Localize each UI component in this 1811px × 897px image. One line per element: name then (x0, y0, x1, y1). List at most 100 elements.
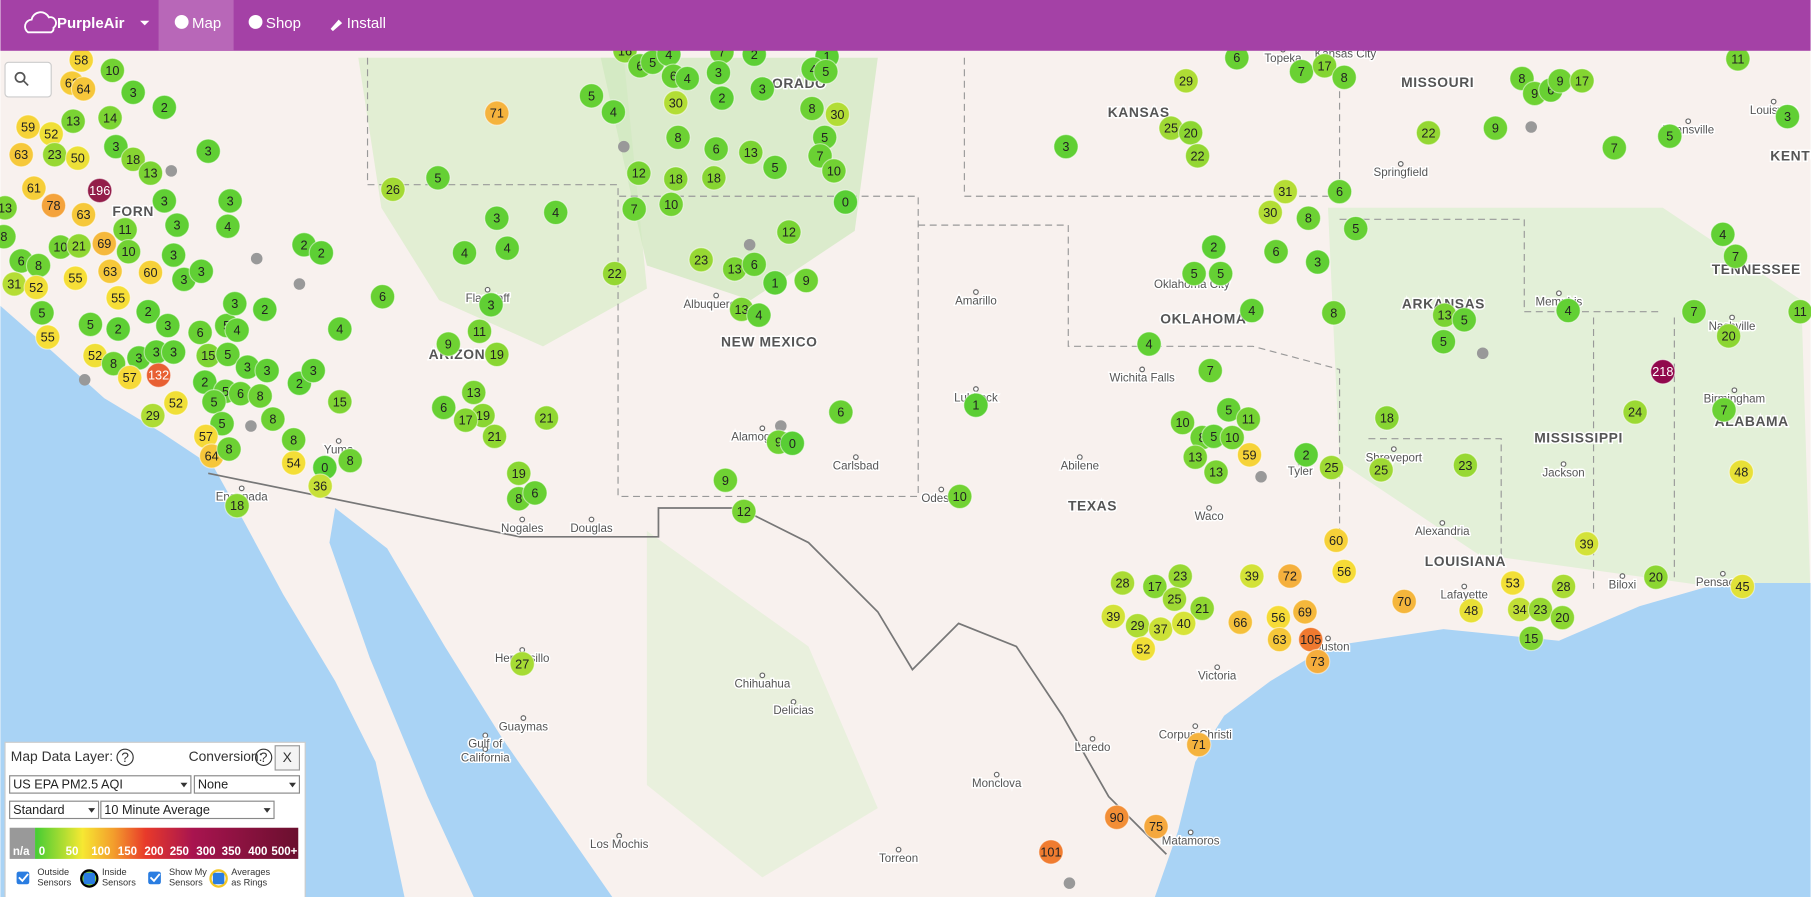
sensor[interactable]: 36 (307, 473, 333, 499)
sensor-dot[interactable] (65, 145, 91, 171)
sensor[interactable]: 0 (779, 430, 806, 457)
sensor[interactable]: 10 (821, 158, 847, 184)
sensor-dot[interactable] (160, 339, 187, 365)
sensor-value[interactable]: 4 (1565, 304, 1572, 318)
sensor-value[interactable]: 52 (169, 396, 183, 410)
sensor-value[interactable]: 19 (512, 467, 526, 481)
sensor-dot[interactable] (1430, 329, 1457, 355)
sensor[interactable]: 12 (776, 219, 802, 245)
sensor[interactable]: 22 (601, 260, 628, 287)
sensor-dot[interactable] (163, 390, 189, 416)
sensor[interactable]: 3 (1053, 133, 1079, 160)
checkbox[interactable] (16, 871, 30, 885)
sensor-value[interactable]: 4 (1719, 228, 1726, 242)
sensor-dot[interactable] (1729, 573, 1756, 600)
sensor[interactable]: 10 (47, 234, 74, 260)
sensor[interactable]: 14 (97, 105, 123, 131)
sensor-dot[interactable] (120, 146, 146, 173)
sensor-value[interactable]: 39 (1580, 537, 1594, 551)
sensor[interactable]: 31 (1, 271, 27, 297)
sensor-dot[interactable] (1235, 406, 1262, 432)
sensor[interactable]: 9 (793, 267, 819, 294)
sensor[interactable]: 72 (1277, 563, 1303, 589)
sensor-dot[interactable] (1184, 143, 1211, 169)
sensor[interactable]: 3 (254, 357, 280, 384)
sensor[interactable]: 7 (1681, 298, 1707, 325)
sensor-value[interactable]: 7 (631, 202, 638, 216)
sensor[interactable]: 4 (1136, 331, 1162, 357)
sensor[interactable]: 75 (1143, 813, 1169, 840)
sensor[interactable]: 10 (99, 57, 126, 84)
sensor[interactable]: 22 (1415, 120, 1442, 146)
sensor-value[interactable]: 3 (1062, 140, 1069, 154)
sensor-value[interactable]: 7 (1720, 403, 1727, 417)
sensor-value[interactable]: 22 (1421, 126, 1435, 140)
sensor-value[interactable]: 5 (210, 395, 217, 409)
sensor-value[interactable]: 73 (1311, 655, 1325, 669)
sensor-dot[interactable] (824, 101, 851, 127)
sensor-dot[interactable] (1573, 531, 1600, 557)
sensor-value[interactable]: 9 (775, 436, 782, 450)
sensor-dot[interactable] (674, 65, 701, 92)
sensor-value[interactable]: 7 (817, 149, 824, 163)
sensor[interactable]: 58 (68, 47, 94, 73)
sensor[interactable]: 2 (151, 94, 178, 121)
sensor-dot[interactable] (224, 317, 250, 343)
sensor-dot[interactable] (1053, 133, 1079, 160)
sensor-value[interactable]: 2 (115, 323, 122, 337)
sensor[interactable]: 40 (1171, 610, 1197, 637)
sensor-value[interactable]: 59 (1242, 448, 1256, 462)
sensor[interactable]: 28 (1550, 573, 1577, 600)
sensor[interactable]: 3 (1304, 249, 1331, 275)
sensor[interactable]: 64 (70, 76, 97, 102)
sensor-value[interactable]: 8 (257, 389, 264, 403)
sensor-value[interactable]: 71 (490, 107, 504, 121)
sensor-dot[interactable] (1177, 120, 1204, 146)
sensor-value[interactable]: 20 (1649, 571, 1663, 585)
sensor-dot[interactable] (1374, 405, 1400, 431)
sensor-dot[interactable] (1318, 454, 1345, 481)
sensor-value[interactable]: 7 (1690, 305, 1697, 319)
sensor[interactable]: 5 (1207, 260, 1234, 287)
sensor[interactable]: 7 (621, 196, 647, 222)
sensor-dot[interactable] (0, 223, 17, 250)
sensor[interactable]: 2 (1293, 442, 1319, 468)
sensor[interactable]: 6 (431, 394, 457, 421)
sensor-value[interactable]: 3 (180, 273, 187, 287)
sensor[interactable]: 63 (97, 258, 123, 284)
sensor[interactable]: 23 (1452, 452, 1479, 478)
sensor-value[interactable]: 5 (434, 171, 441, 185)
sensor[interactable]: 8 (247, 383, 273, 409)
sensor-dot[interactable] (481, 423, 508, 450)
sensor-dot[interactable] (1277, 563, 1303, 589)
sensor-value[interactable]: 12 (737, 505, 751, 519)
sensor-dot[interactable] (779, 430, 806, 457)
sensor[interactable]: 7 (1288, 58, 1315, 85)
sensor[interactable]: 17 (1569, 68, 1595, 94)
sensor-value[interactable]: 5 (1352, 222, 1359, 236)
sensor-dot[interactable] (1518, 625, 1544, 652)
sensor[interactable]: 59 (1236, 442, 1263, 468)
close-button[interactable] (274, 745, 300, 771)
sensor-dot[interactable] (1391, 588, 1417, 615)
sensor-dot[interactable] (99, 57, 126, 84)
sensor-value[interactable]: 18 (669, 172, 683, 186)
sensor-dot[interactable] (195, 138, 221, 164)
sensor-dot[interactable] (435, 331, 462, 357)
sensor-dot[interactable] (1201, 234, 1227, 260)
sensor-dot[interactable] (8, 141, 34, 168)
sensor[interactable]: 71 (1186, 731, 1212, 758)
sensor-value[interactable]: 15 (201, 349, 215, 363)
sensor-dot[interactable] (280, 450, 307, 476)
sensor[interactable]: 8 (260, 406, 286, 432)
sensor-dot[interactable] (187, 319, 213, 346)
sensor-dot[interactable] (1650, 359, 1676, 385)
sensor-value[interactable]: 18 (707, 171, 721, 185)
sensor-value[interactable]: 5 (1217, 267, 1224, 281)
sensor[interactable]: 5 (77, 311, 104, 338)
help-icon[interactable] (254, 748, 273, 766)
sensor-value[interactable]: 5 (821, 131, 828, 145)
sensor-value[interactable]: 22 (608, 267, 622, 281)
sensor[interactable]: 3 (160, 339, 187, 365)
sensor[interactable]: 20 (1549, 604, 1576, 631)
